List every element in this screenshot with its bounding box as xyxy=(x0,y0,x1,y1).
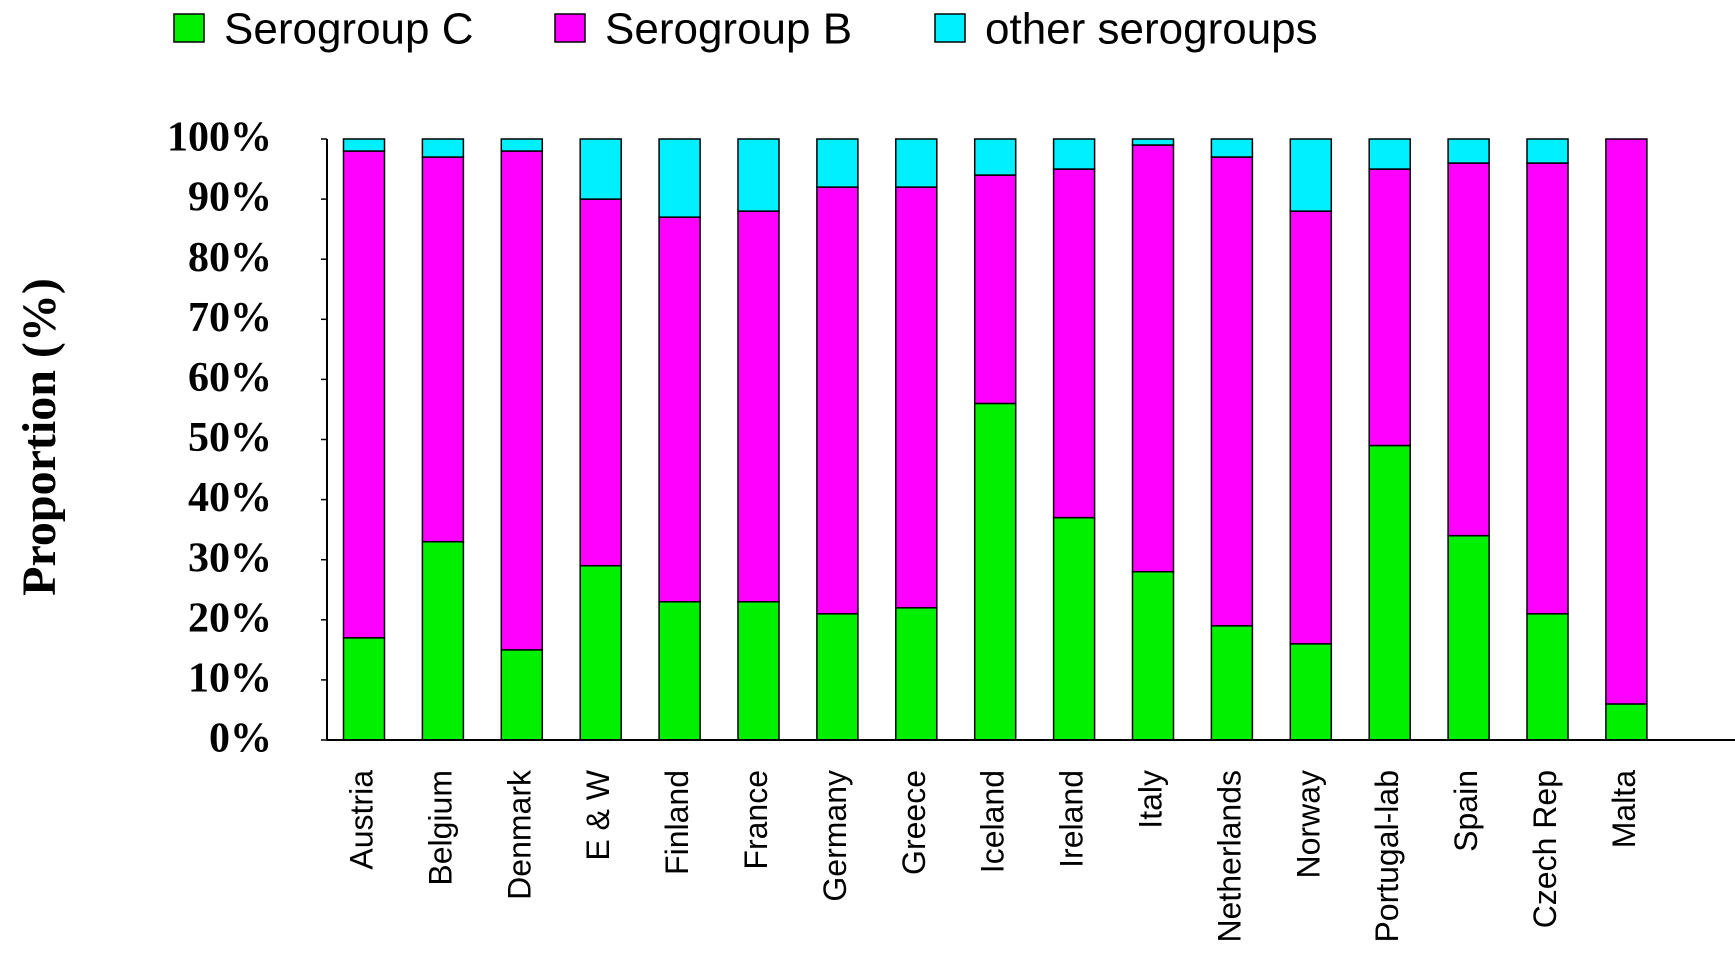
bar-segment xyxy=(1052,516,1096,741)
bar-segment xyxy=(658,601,701,741)
bar-segment xyxy=(421,540,465,741)
bar-segment xyxy=(737,210,780,603)
bar-segment xyxy=(1447,534,1490,741)
x-tick-label: Greece xyxy=(896,770,932,875)
bar-segment xyxy=(1368,444,1411,741)
bar-segment xyxy=(500,138,544,152)
bar-segment xyxy=(1447,138,1490,164)
bar-segment xyxy=(1289,643,1333,741)
x-tick-label: Denmark xyxy=(501,769,537,900)
y-tick-label: 40% xyxy=(188,475,272,521)
bar-segment xyxy=(1052,138,1096,170)
x-tick-label: Germany xyxy=(817,770,853,902)
y-tick-label: 80% xyxy=(188,235,272,281)
x-tick-label: Czech Rep xyxy=(1527,770,1563,928)
bar-segment xyxy=(658,138,701,218)
y-tick-label: 50% xyxy=(188,415,272,461)
bar-segment xyxy=(973,138,1017,176)
y-tick-label: 70% xyxy=(188,295,272,341)
y-tick-label: 0% xyxy=(209,716,272,762)
legend-swatch xyxy=(934,13,966,43)
legend-swatch xyxy=(554,13,586,43)
x-tick-label: Austria xyxy=(343,770,379,870)
legend-label: other serogroups xyxy=(985,5,1318,54)
y-tick-label: 30% xyxy=(188,535,272,581)
bar-segment xyxy=(973,402,1017,741)
x-tick-label: Norway xyxy=(1290,770,1326,878)
x-tick-label: Belgium xyxy=(422,770,458,886)
bar-segment xyxy=(737,601,780,741)
bar-segment xyxy=(1210,156,1254,627)
legend-label: Serogroup B xyxy=(605,5,852,54)
x-tick-label: Finland xyxy=(659,770,695,875)
bar-segment xyxy=(1052,168,1096,519)
legend-label: Serogroup C xyxy=(224,5,473,54)
bar-segment xyxy=(1605,703,1648,741)
legend-swatch xyxy=(173,13,205,43)
bar-segment xyxy=(342,138,386,152)
x-tick-label: Malta xyxy=(1606,770,1642,848)
bar-segment xyxy=(1368,138,1411,170)
y-tick-label: 60% xyxy=(188,355,272,401)
x-tick-label: Portugal-lab xyxy=(1369,770,1405,943)
bar-segment xyxy=(1210,138,1254,158)
bar-segment xyxy=(1289,210,1333,645)
bar-segment xyxy=(1131,144,1175,573)
bar-segment xyxy=(1131,570,1175,741)
bar-segment xyxy=(579,564,622,741)
bar-segment xyxy=(816,613,859,741)
bar-segment xyxy=(421,138,465,158)
bar-segment xyxy=(1131,138,1175,146)
bar-segment xyxy=(973,174,1017,405)
bar-segment xyxy=(895,138,938,188)
x-tick-label: Italy xyxy=(1132,770,1168,829)
bar-segment xyxy=(421,156,465,543)
bar-segment xyxy=(658,216,701,603)
bar-segment xyxy=(500,150,544,651)
bar-segment xyxy=(1605,138,1648,705)
bar-segment xyxy=(816,186,859,615)
x-tick-label: Ireland xyxy=(1054,770,1090,868)
x-tick-label: Spain xyxy=(1448,770,1484,852)
bar-segment xyxy=(895,607,938,741)
bar-segment xyxy=(1289,138,1333,212)
bar-segment xyxy=(1526,613,1569,741)
bar-segment xyxy=(1447,162,1490,537)
x-tick-label: France xyxy=(738,770,774,870)
y-tick-label: 20% xyxy=(188,595,272,641)
y-tick-label: 90% xyxy=(188,175,272,221)
x-tick-label: E & W xyxy=(580,769,616,860)
bar-segment xyxy=(342,150,386,639)
y-tick-label: 10% xyxy=(188,656,272,702)
y-axis-title: Proportion (%) xyxy=(13,278,66,596)
bar-segment xyxy=(1526,138,1569,164)
bar-segment xyxy=(816,138,859,188)
bar-segment xyxy=(579,138,622,200)
bar-segment xyxy=(1526,162,1569,615)
x-tick-label: Iceland xyxy=(975,770,1011,873)
x-tick-label: Netherlands xyxy=(1211,770,1247,943)
bar-segment xyxy=(1210,625,1254,741)
bar-segment xyxy=(737,138,780,212)
bar-segment xyxy=(500,649,544,741)
bar-segment xyxy=(895,186,938,609)
y-tick-label: 100% xyxy=(167,115,272,161)
bar-segment xyxy=(579,198,622,567)
bar-segment xyxy=(342,637,386,741)
bar-segment xyxy=(1368,168,1411,447)
